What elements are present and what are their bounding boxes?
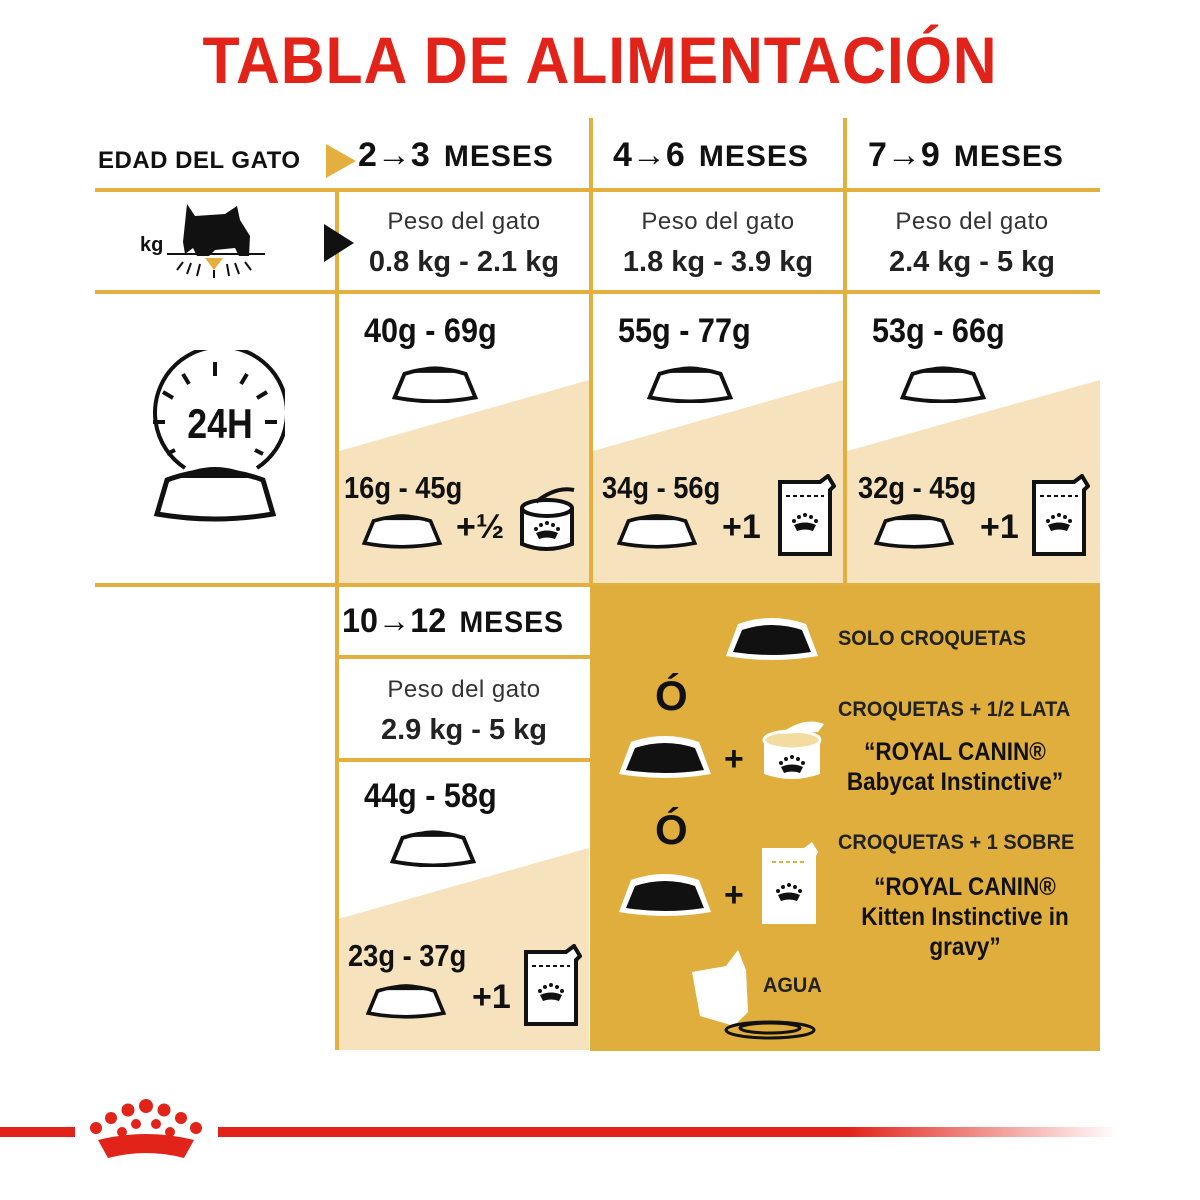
pouch-icon — [522, 943, 583, 1033]
triangle-arrow-icon — [324, 224, 354, 262]
mixed-amount: 23g - 37g — [348, 938, 467, 973]
kg-label: kg — [140, 234, 164, 256]
weight-label: Peso del gato — [895, 208, 1049, 235]
weight-value: 2.9 kg - 5 kg — [380, 714, 547, 746]
bowl-icon — [898, 362, 988, 408]
bowl-icon — [615, 730, 715, 785]
or-label: Ó — [655, 806, 688, 853]
pouch-icon — [1030, 473, 1091, 563]
weight-label: Peso del gato — [387, 208, 541, 235]
mixed-amount: 34g - 56g — [602, 470, 721, 505]
legend-water: AGUA — [763, 974, 822, 997]
age-range: 10→12 — [342, 602, 447, 640]
dry-amount: 40g - 69g — [364, 312, 497, 350]
dry-amount: 53g - 66g — [872, 312, 1005, 350]
clock-bowl-icon — [153, 350, 285, 522]
wet-portion: +1 — [472, 978, 511, 1016]
unit-label: MESES — [459, 606, 564, 639]
row-label-age: EDAD DEL GATO — [98, 147, 301, 174]
can-icon — [516, 484, 580, 559]
legend-option-2-title: CROQUETAS + 1/2 LATA — [838, 698, 1071, 721]
unit-label: MESES — [953, 140, 1064, 173]
legend-option-3-title: CROQUETAS + 1 SOBRE — [838, 831, 1075, 854]
weight-label: Peso del gato — [641, 208, 795, 235]
water-icon — [692, 950, 816, 1040]
mixed-amount: 16g - 45g — [344, 470, 463, 505]
divider — [337, 655, 590, 659]
age-range: 7→9 — [868, 136, 940, 174]
column-header-7-9: 7→9 MESES — [868, 136, 1064, 175]
weight-value: 2.4 kg - 5 kg — [888, 246, 1055, 278]
bowl-icon — [872, 510, 956, 554]
footer-line — [218, 1127, 1118, 1137]
plus-sign: + — [724, 740, 744, 778]
weight-label: Peso del gato — [387, 676, 541, 703]
clock-label: 24H — [187, 400, 253, 447]
cat-scale-icon — [167, 204, 265, 278]
divider — [589, 118, 593, 585]
bowl-icon — [645, 362, 735, 408]
bowl-icon — [364, 980, 448, 1024]
divider — [335, 188, 339, 1050]
bowl-icon — [388, 826, 478, 872]
unit-label: MESES — [443, 140, 554, 173]
wet-portion: +1 — [722, 508, 761, 546]
weight-value: 0.8 kg - 2.1 kg — [368, 246, 560, 278]
can-icon — [760, 718, 826, 789]
dry-amount: 44g - 58g — [364, 777, 497, 815]
bowl-icon — [390, 362, 480, 408]
footer-line — [0, 1127, 75, 1137]
bowl-icon — [722, 612, 822, 667]
divider — [337, 758, 590, 762]
legend-option-2-product: “ROYAL CANIN® Babycat Instinctive” — [846, 738, 1064, 796]
bowl-icon — [615, 868, 715, 923]
wet-portion: +½ — [456, 508, 505, 546]
column-header-4-6: 4→6 MESES — [613, 136, 809, 175]
page-title: TABLA DE ALIMENTACIÓN — [202, 23, 998, 97]
divider — [95, 290, 1100, 294]
royal-canin-logo — [90, 1099, 202, 1158]
or-label: Ó — [655, 672, 688, 719]
column-header-2-3: 2→3 MESES — [358, 136, 554, 175]
age-range: 2→3 — [358, 136, 430, 174]
bowl-icon — [360, 510, 444, 554]
triangle-arrow-icon — [326, 144, 356, 178]
column-header-10-12: 10→12 MESES — [342, 602, 564, 641]
divider — [95, 188, 1100, 192]
bowl-icon — [615, 510, 699, 554]
legend-panel — [590, 585, 1100, 1051]
wet-portion: +1 — [980, 508, 1019, 546]
pouch-icon — [776, 473, 837, 563]
pouch-icon — [760, 840, 820, 931]
legend-option-3-product: “ROYAL CANIN® Kitten Instinctive in grav… — [861, 873, 1069, 961]
mixed-amount: 32g - 45g — [858, 470, 977, 505]
weight-value: 1.8 kg - 3.9 kg — [622, 246, 814, 278]
dry-amount: 55g - 77g — [618, 312, 751, 350]
age-range: 4→6 — [613, 136, 685, 174]
divider — [843, 118, 847, 585]
legend-solo-croquetas: SOLO CROQUETAS — [838, 627, 1027, 650]
unit-label: MESES — [698, 140, 809, 173]
plus-sign: + — [724, 876, 744, 914]
